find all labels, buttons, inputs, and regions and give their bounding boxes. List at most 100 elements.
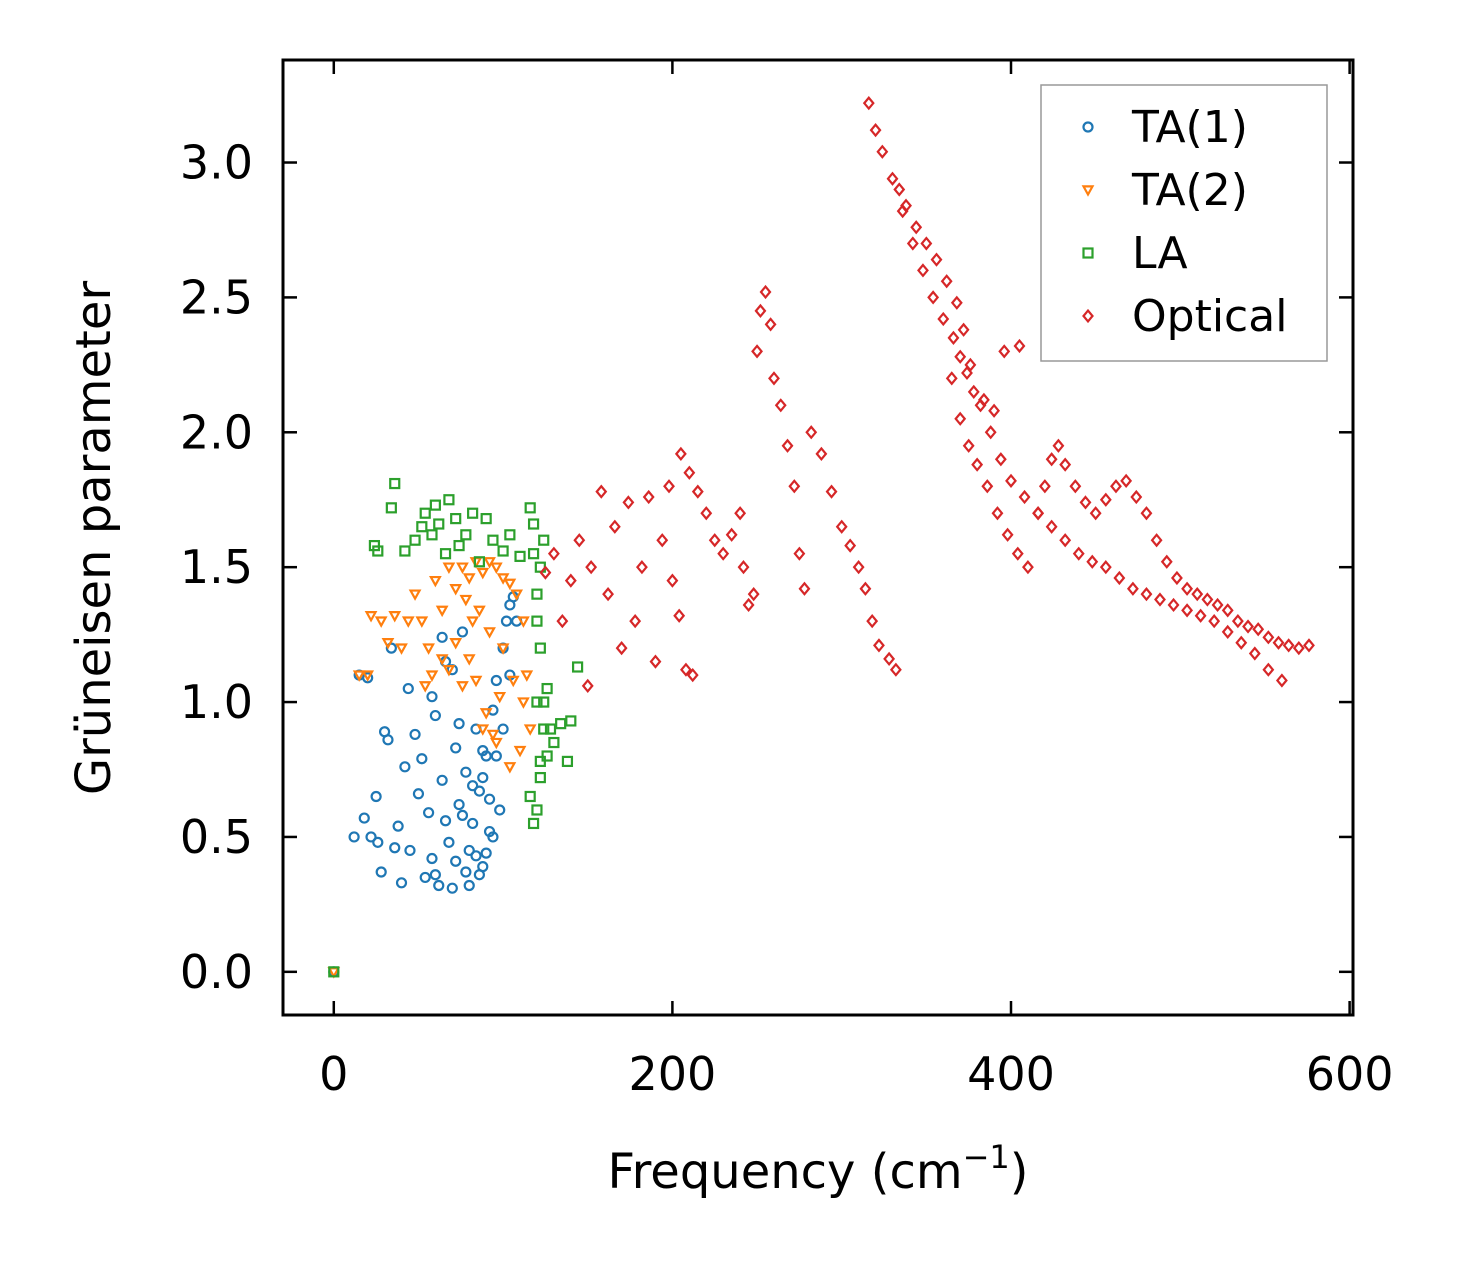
point-la xyxy=(531,804,543,816)
point-ta-2 xyxy=(449,638,463,650)
point-ta-2 xyxy=(361,670,375,682)
point-la xyxy=(527,518,540,530)
point-optical xyxy=(1262,662,1275,677)
point-optical xyxy=(673,608,686,623)
x-tick-label: 0 xyxy=(319,1047,348,1101)
point-optical xyxy=(1272,635,1285,650)
point-optical xyxy=(869,123,882,138)
point-la xyxy=(429,499,441,511)
point-ta-1 xyxy=(453,718,465,730)
point-ta-2 xyxy=(388,611,402,623)
y-tick-label: 3.0 xyxy=(180,136,253,190)
point-ta-1 xyxy=(416,753,428,765)
point-optical xyxy=(708,533,721,548)
point-ta-1 xyxy=(412,788,425,800)
point-la xyxy=(541,682,553,695)
point-la xyxy=(426,529,438,541)
point-optical xyxy=(988,403,1001,418)
point-ta-1 xyxy=(382,734,394,746)
point-ta-2 xyxy=(493,691,507,704)
point-optical xyxy=(642,489,655,505)
point-optical xyxy=(900,198,912,213)
point-optical xyxy=(971,457,984,472)
point-optical xyxy=(764,317,777,332)
point-la xyxy=(409,534,421,546)
point-ta-1 xyxy=(463,879,475,892)
point-optical xyxy=(734,506,747,521)
point-ta-1 xyxy=(365,831,377,843)
y-tick-label: 2.0 xyxy=(180,405,253,459)
x-tick-label: 400 xyxy=(967,1047,1055,1101)
point-optical xyxy=(981,479,994,494)
point-optical xyxy=(1013,338,1026,354)
legend-marker-optical xyxy=(1082,308,1094,324)
point-la xyxy=(497,545,509,557)
point-optical xyxy=(937,311,950,327)
x-tick-label: 200 xyxy=(628,1047,716,1101)
point-ta-1 xyxy=(467,780,479,792)
point-optical xyxy=(1086,554,1099,569)
point-ta-2 xyxy=(374,616,388,628)
point-ta-1 xyxy=(392,820,404,832)
point-ta-2 xyxy=(462,654,476,666)
point-la xyxy=(372,545,384,557)
point-optical xyxy=(1194,608,1207,623)
point-optical xyxy=(1221,603,1234,618)
point-la xyxy=(453,539,465,552)
point-optical xyxy=(539,565,552,580)
point-la xyxy=(487,534,499,546)
point-ta-1 xyxy=(473,785,485,797)
point-ta-1 xyxy=(443,836,455,848)
point-optical xyxy=(859,581,872,596)
point-la xyxy=(555,718,567,730)
point-optical xyxy=(1022,560,1034,575)
point-optical xyxy=(1089,506,1102,521)
point-optical xyxy=(556,614,569,629)
point-optical xyxy=(700,506,713,521)
point-ta-2 xyxy=(517,697,530,709)
point-la xyxy=(416,521,428,533)
point-ta-1 xyxy=(404,844,416,857)
point-optical xyxy=(844,538,857,553)
point-optical xyxy=(674,446,687,461)
point-optical xyxy=(1275,673,1288,688)
point-ta-2 xyxy=(496,643,510,655)
point-ta-2 xyxy=(479,708,493,720)
point-ta-1 xyxy=(456,809,469,821)
point-ta-1 xyxy=(429,709,441,722)
point-ta-2 xyxy=(442,562,456,574)
point-la xyxy=(524,790,536,803)
point-optical xyxy=(686,667,699,683)
point-la xyxy=(531,615,543,627)
point-la xyxy=(561,755,574,768)
point-optical xyxy=(957,322,970,337)
point-ta-1 xyxy=(370,790,382,803)
point-ta-2 xyxy=(476,567,490,580)
point-la xyxy=(389,477,401,490)
point-optical xyxy=(954,349,967,364)
point-optical xyxy=(984,425,997,440)
point-optical xyxy=(825,484,838,499)
point-optical xyxy=(815,446,828,461)
legend-label-ta-1: TA(1) xyxy=(1131,102,1248,153)
legend-marker-ta-2 xyxy=(1081,185,1095,197)
point-ta-2 xyxy=(456,681,469,693)
point-ta-2 xyxy=(425,670,439,682)
point-la xyxy=(460,529,472,541)
point-optical xyxy=(927,290,940,305)
point-ta-1 xyxy=(358,812,370,824)
point-la xyxy=(527,548,540,560)
point-ta-2 xyxy=(352,670,366,682)
point-ta-1 xyxy=(399,761,411,773)
point-ta-2 xyxy=(476,724,490,736)
point-ta-2 xyxy=(483,557,496,569)
point-ta-2 xyxy=(510,589,524,601)
point-la xyxy=(385,502,397,514)
point-optical xyxy=(940,274,953,289)
point-la xyxy=(443,494,455,506)
point-optical xyxy=(876,144,889,159)
point-optical xyxy=(1001,527,1014,542)
point-optical xyxy=(962,438,975,453)
point-optical xyxy=(930,252,943,267)
